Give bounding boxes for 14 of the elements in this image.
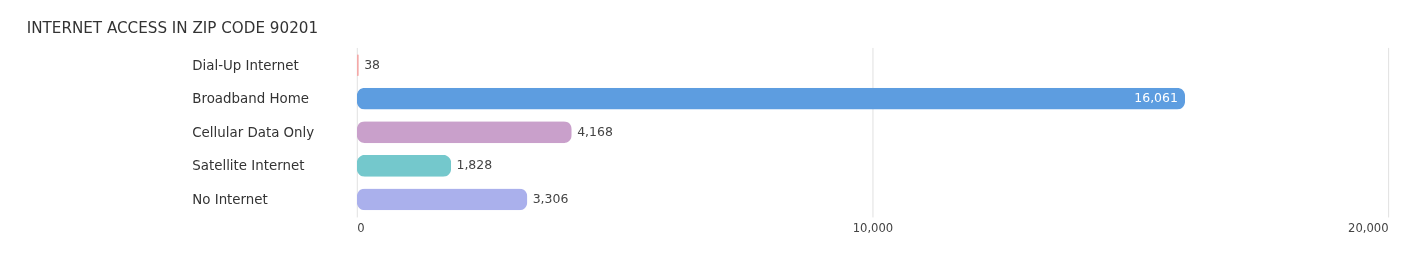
y-tick-label: Cellular Data Only [192, 124, 315, 140]
data-label: 3,306 [532, 190, 569, 206]
text: INTERNET ACCESS IN ZIP CODE 90201 [26, 19, 319, 38]
y-tick-label: Broadband Home [192, 91, 309, 107]
y-tick-label: Satellite Internet [192, 158, 305, 174]
y-tick-label: No Internet [192, 191, 268, 207]
data-label: 38 [364, 56, 381, 72]
data-label: 4,168 [577, 123, 613, 139]
data-label: 16,061 [1134, 90, 1178, 106]
x-tick-label: 10,000 [852, 220, 894, 235]
data-label: 1,828 [456, 157, 493, 173]
x-tick-label: 20,000 [1348, 220, 1389, 235]
y-tick-label: Dial-Up Internet [192, 57, 299, 73]
x-tick-label: 0 [357, 220, 365, 235]
